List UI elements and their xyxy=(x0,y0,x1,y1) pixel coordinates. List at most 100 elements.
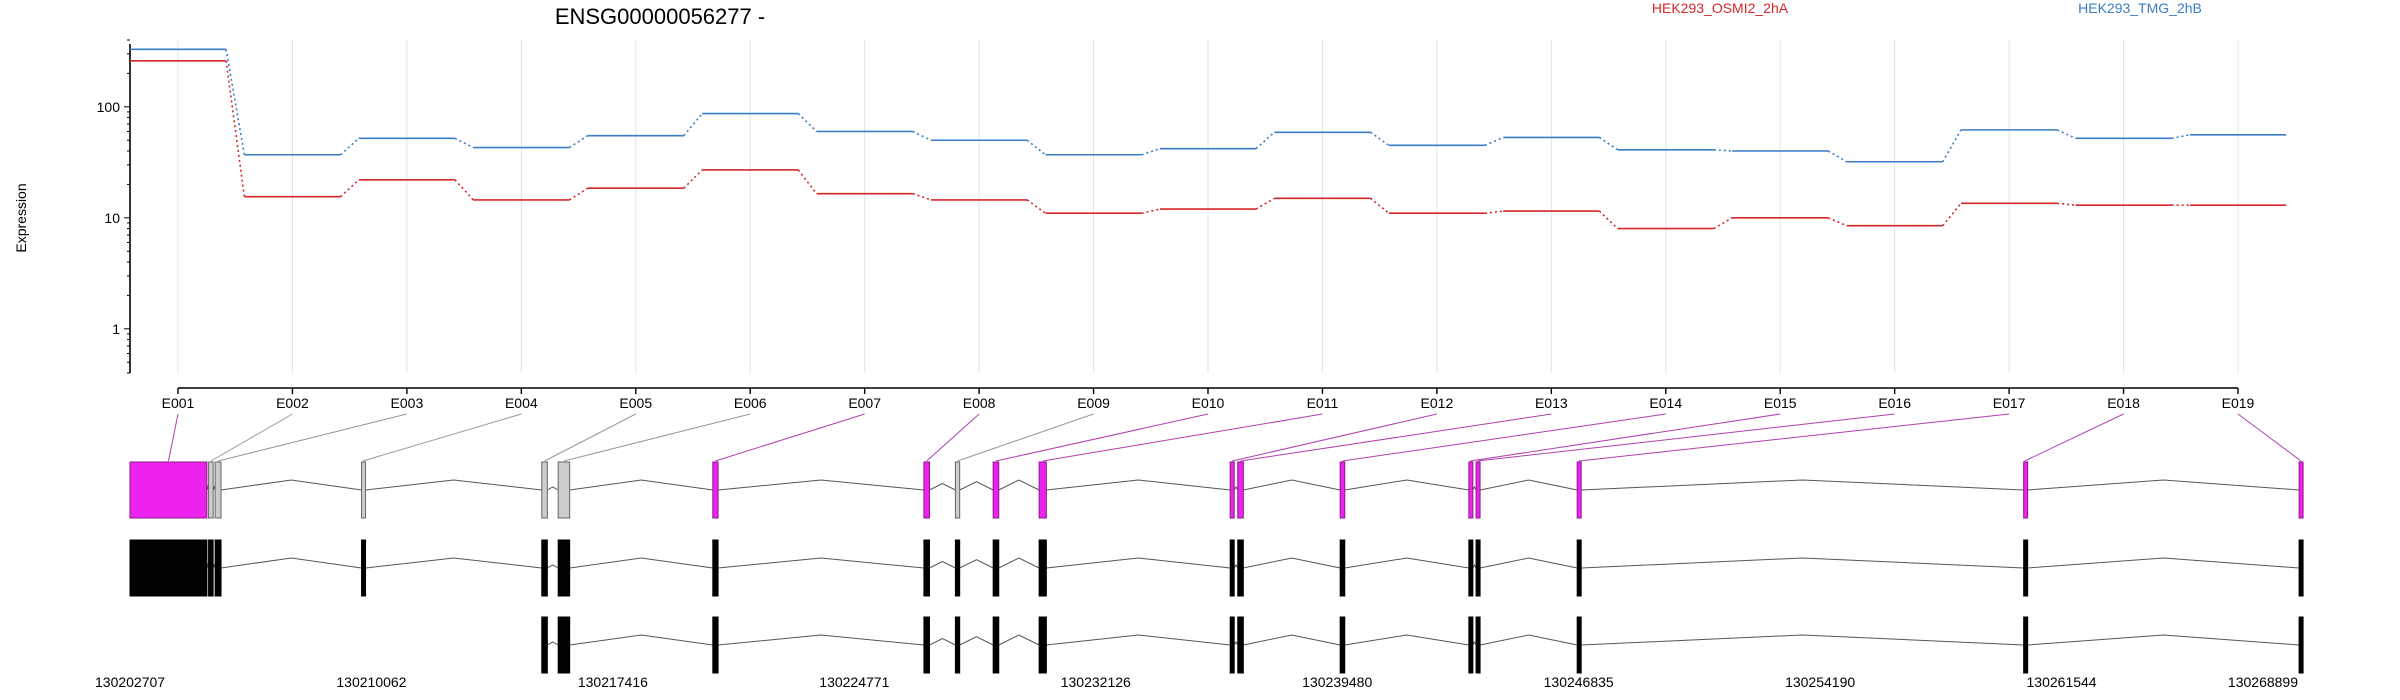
gridlines xyxy=(177,40,2239,373)
chart-title: ENSG00000056277 - xyxy=(555,4,765,29)
series-transition xyxy=(1026,199,1046,214)
x-tick-label-e013: E013 xyxy=(1535,395,1568,411)
intron xyxy=(959,636,994,646)
series-transition xyxy=(1484,210,1504,215)
series-transition xyxy=(797,112,818,133)
exon-block-e011 xyxy=(1038,539,1047,597)
x-tick-label-e010: E010 xyxy=(1192,395,1225,411)
exon-connector-e009 xyxy=(957,413,1094,462)
series-transition xyxy=(683,113,703,137)
exon-block-e013 xyxy=(1237,539,1244,597)
exon-block-e008 xyxy=(923,461,930,519)
intron xyxy=(718,557,924,569)
series-transition xyxy=(683,169,703,189)
intron xyxy=(1479,634,1578,646)
exon-connector-e006 xyxy=(563,413,751,462)
exon-block-e007 xyxy=(712,539,719,597)
exon-block-e016 xyxy=(1475,539,1481,597)
series-transition xyxy=(1141,147,1161,156)
exon-block-e008 xyxy=(923,616,930,674)
exon-block-e009 xyxy=(954,539,961,597)
intron xyxy=(1046,634,1231,646)
exon-block-e002 xyxy=(208,539,214,597)
exon-block-e006 xyxy=(557,539,571,597)
exon-block-e017 xyxy=(1576,539,1582,597)
exon-block-e005 xyxy=(541,539,548,597)
intron xyxy=(365,557,542,569)
exon-connector-e001 xyxy=(167,413,179,462)
exon-block-e019 xyxy=(2298,461,2304,519)
series-transition xyxy=(1827,150,1848,163)
exon-block-e005 xyxy=(541,461,548,519)
exon-block-e014 xyxy=(1339,616,1346,674)
intron xyxy=(929,482,956,491)
exon-block-e003 xyxy=(214,461,222,519)
intron xyxy=(998,634,1040,646)
exon-block-e018 xyxy=(2023,616,2029,674)
series-transition xyxy=(1370,131,1390,146)
series-hek293_tmg_2hb xyxy=(129,48,2287,163)
exon-connector-e004 xyxy=(362,413,522,462)
x-tick-label-e012: E012 xyxy=(1421,395,1454,411)
intron xyxy=(1243,479,1341,491)
exon-block-e014 xyxy=(1339,539,1346,597)
exon-block-e006 xyxy=(557,461,571,519)
intron xyxy=(998,479,1040,491)
intron xyxy=(365,479,542,491)
x-tick-label-e002: E002 xyxy=(276,395,309,411)
exon-block-e008 xyxy=(923,539,930,597)
y-tick-label-10: 10 xyxy=(104,210,120,226)
x-tick-label-e017: E017 xyxy=(1993,395,2026,411)
series-transition xyxy=(2171,133,2191,140)
exon-block-e002 xyxy=(208,461,214,519)
intron xyxy=(1581,557,2024,569)
series-transition xyxy=(1255,197,1275,210)
x-tick-label-e015: E015 xyxy=(1764,395,1797,411)
intron xyxy=(1472,640,1477,646)
legend-label-osmi2: HEK293_OSMI2_2hA xyxy=(1652,0,1789,16)
y-axis-label: Expression xyxy=(13,183,29,252)
x-tick-label-e011: E011 xyxy=(1307,395,1339,411)
series-transition xyxy=(1713,217,1733,230)
y-tick-label-100: 100 xyxy=(97,99,121,115)
exon-block-e017 xyxy=(1576,616,1582,674)
exon-block-e016 xyxy=(1475,461,1481,519)
exon-block-e009 xyxy=(954,461,961,519)
transcript-models xyxy=(129,461,2304,674)
intron xyxy=(718,479,924,491)
x-tick-label-e004: E004 xyxy=(505,395,538,411)
genomic-tick-label-130232126: 130232126 xyxy=(1061,674,1131,690)
series-transition xyxy=(1942,202,1962,227)
exon-block-e004 xyxy=(361,539,367,597)
exon-block-e015 xyxy=(1468,616,1474,674)
genomic-tick-label-130217416: 130217416 xyxy=(578,674,648,690)
genomic-tick-label-130202707: 130202707 xyxy=(95,674,165,690)
series-transition xyxy=(1713,149,1733,152)
genomic-tick-label-130261544: 130261544 xyxy=(2027,674,2097,690)
x-tick-label-e005: E005 xyxy=(619,395,652,411)
series-hek293_osmi2_2ha xyxy=(129,59,2287,230)
genomic-tick-label-130239480: 130239480 xyxy=(1302,674,1372,690)
series-transition xyxy=(1370,197,1390,214)
genomic-tick-label-130254190: 130254190 xyxy=(1785,674,1855,690)
series-transition xyxy=(454,179,474,201)
intron xyxy=(1344,557,1469,569)
x-tick-label-e003: E003 xyxy=(391,395,424,411)
exon-connector-e013 xyxy=(1240,413,1552,462)
y-axis: 1 10 100 xyxy=(97,39,131,374)
exon-connector-e003 xyxy=(217,413,408,462)
exon-connector-e018 xyxy=(2024,413,2124,462)
series-transition xyxy=(2057,202,2076,206)
exon-block-e010 xyxy=(992,461,1000,519)
intron xyxy=(1581,634,2024,646)
exon-block-e012 xyxy=(1229,539,1235,597)
intron xyxy=(569,557,713,569)
intron xyxy=(959,559,994,569)
transcript-2 xyxy=(129,539,2304,597)
intron xyxy=(220,557,362,569)
intron xyxy=(1233,486,1239,491)
exon-block-e007 xyxy=(712,616,719,674)
exon-block-e001 xyxy=(129,539,208,597)
exon-block-e004 xyxy=(361,461,367,519)
